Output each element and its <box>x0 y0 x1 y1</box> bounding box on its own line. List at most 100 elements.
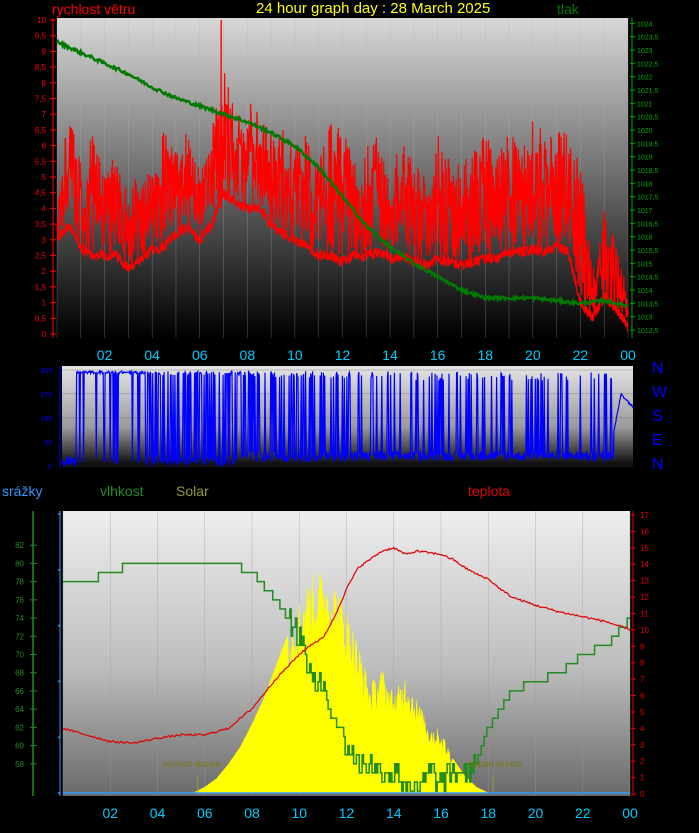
climate-x-tick-label: 00 <box>622 805 638 821</box>
climate-x-tick-label: 20 <box>528 805 544 821</box>
wind-tick-label: 8 <box>42 79 47 88</box>
wind-tick-label: 6 <box>42 142 47 151</box>
chart-title: 24 hour graph day : 28 March 2025 <box>256 0 491 17</box>
climate-x-tick-label: 08 <box>244 805 260 821</box>
pressure-tick-label: 1013,5 <box>637 301 659 308</box>
humidity-tick-label: 58 <box>15 760 24 769</box>
wind-x-tick-label: 12 <box>335 347 351 363</box>
wind-x-tick-label: 06 <box>192 347 208 363</box>
pressure-tick-label: 1019,5 <box>637 141 659 148</box>
wind-tick-label: 4,5 <box>35 189 47 198</box>
wind-x-tick-label: 08 <box>240 347 256 363</box>
wind-x-tick-label: 22 <box>573 347 589 363</box>
direction-tick-label: 0 <box>48 464 52 471</box>
temperature-tick-label: 10 <box>640 626 649 635</box>
temperature-tick-label: 8 <box>640 659 645 668</box>
temperature-tick-label: 11 <box>640 609 649 618</box>
pressure-tick-label: 1023,5 <box>637 35 659 42</box>
pressure-tick-label: 1016,5 <box>637 221 659 228</box>
humidity-tick-label: 70 <box>15 651 24 660</box>
wind-tick-label: 1 <box>42 299 47 308</box>
humidity-tick-label: 64 <box>15 705 24 714</box>
wind-x-tick-label: 16 <box>430 347 446 363</box>
sunset-label: západ slunce <box>469 759 522 769</box>
wind-tick-label: 9 <box>42 47 47 56</box>
humidity-tick-label: 80 <box>15 559 24 568</box>
humidity-tick-label: 66 <box>15 687 24 696</box>
humidity-tick-label: 68 <box>15 669 24 678</box>
wind-average-line <box>56 188 629 332</box>
rain-tick <box>58 792 60 794</box>
climate-x-tick-label: 06 <box>197 805 213 821</box>
pressure-tick-label: 1013 <box>637 315 653 322</box>
temperature-tick-label: 3 <box>640 741 645 750</box>
compass-n-top: N <box>652 360 664 377</box>
rain-tick <box>58 624 60 627</box>
direction-line <box>61 369 634 468</box>
pressure-line <box>55 38 629 309</box>
pressure-tick-label: 1012,5 <box>637 328 659 335</box>
compass-w: W <box>652 384 668 401</box>
humidity-tick-label: 60 <box>15 742 24 751</box>
pressure-tick-label: 1017,5 <box>637 195 659 202</box>
direction-tick-label: 180 <box>40 416 52 423</box>
wind-tick-label: 2 <box>42 267 47 276</box>
wind-tick-label: 2,5 <box>35 252 47 261</box>
wind-x-tick-label: 20 <box>525 347 541 363</box>
pressure-tick-label: 1018 <box>637 181 653 188</box>
pressure-label: tlak <box>557 1 579 17</box>
pressure-tick-label: 1015,5 <box>637 248 659 255</box>
rain-tick <box>58 736 60 739</box>
humidity-tick-label: 74 <box>15 614 24 623</box>
rain-label: srážky <box>2 483 43 499</box>
pressure-tick-label: 1023 <box>637 48 653 55</box>
temperature-tick-label: 5 <box>640 708 645 717</box>
humidity-line <box>63 562 630 792</box>
climate-x-tick-label: 12 <box>339 805 355 821</box>
climate-x-tick-label: 02 <box>102 805 118 821</box>
humidity-tick-label: 72 <box>15 632 24 641</box>
pressure-tick-label: 1018,5 <box>637 168 659 175</box>
temperature-label: teplota <box>468 483 511 499</box>
climate-x-tick-label: 16 <box>433 805 449 821</box>
pressure-tick-label: 1015 <box>637 261 653 268</box>
wind-tick-label: 1,5 <box>35 283 47 292</box>
wind-tick-label: 5 <box>42 173 47 182</box>
temperature-tick-label: 0 <box>640 790 645 799</box>
pressure-tick-label: 1016 <box>637 235 653 242</box>
wind-tick-label: 6,5 <box>35 126 47 135</box>
climate-x-tick-label: 22 <box>575 805 591 821</box>
pressure-tick-label: 1021,5 <box>637 88 659 95</box>
wind-tick-label: 3 <box>42 236 47 245</box>
temperature-tick-label: 9 <box>640 642 645 651</box>
humidity-tick-label: 78 <box>15 578 24 587</box>
rain-tick <box>58 568 60 571</box>
wind-tick-label: 0 <box>42 330 47 339</box>
pressure-tick-label: 1020 <box>637 128 653 135</box>
wind-tick-label: 9,5 <box>35 32 47 41</box>
climate-x-tick-label: 04 <box>150 805 166 821</box>
wind-x-tick-label: 10 <box>287 347 303 363</box>
wind-gust-line <box>56 73 629 319</box>
wind-speed-label: rychlost větru <box>52 1 136 17</box>
wind-tick-label: 3,5 <box>35 220 47 229</box>
compass-n-bottom: N <box>652 456 664 473</box>
direction-tick-label: 90 <box>44 440 52 447</box>
temperature-line <box>62 546 631 745</box>
pressure-tick-label: 1022 <box>637 75 653 82</box>
climate-x-tick-label: 14 <box>386 805 402 821</box>
temperature-tick-label: 7 <box>640 675 645 684</box>
temperature-tick-label: 17 <box>640 511 649 520</box>
temperature-tick-label: 13 <box>640 577 649 586</box>
wind-tick-label: 10 <box>37 16 46 25</box>
wind-tick-label: 0,5 <box>35 314 47 323</box>
temperature-tick-label: 12 <box>640 593 649 602</box>
humidity-tick-label: 82 <box>15 541 24 550</box>
compass-e: E <box>652 432 663 449</box>
wind-x-tick-label: 00 <box>620 347 636 363</box>
temperature-tick-label: 16 <box>640 527 649 536</box>
pressure-tick-label: 1020,5 <box>637 115 659 122</box>
wind-x-tick-label: 14 <box>382 347 398 363</box>
temperature-tick-label: 6 <box>640 692 645 701</box>
